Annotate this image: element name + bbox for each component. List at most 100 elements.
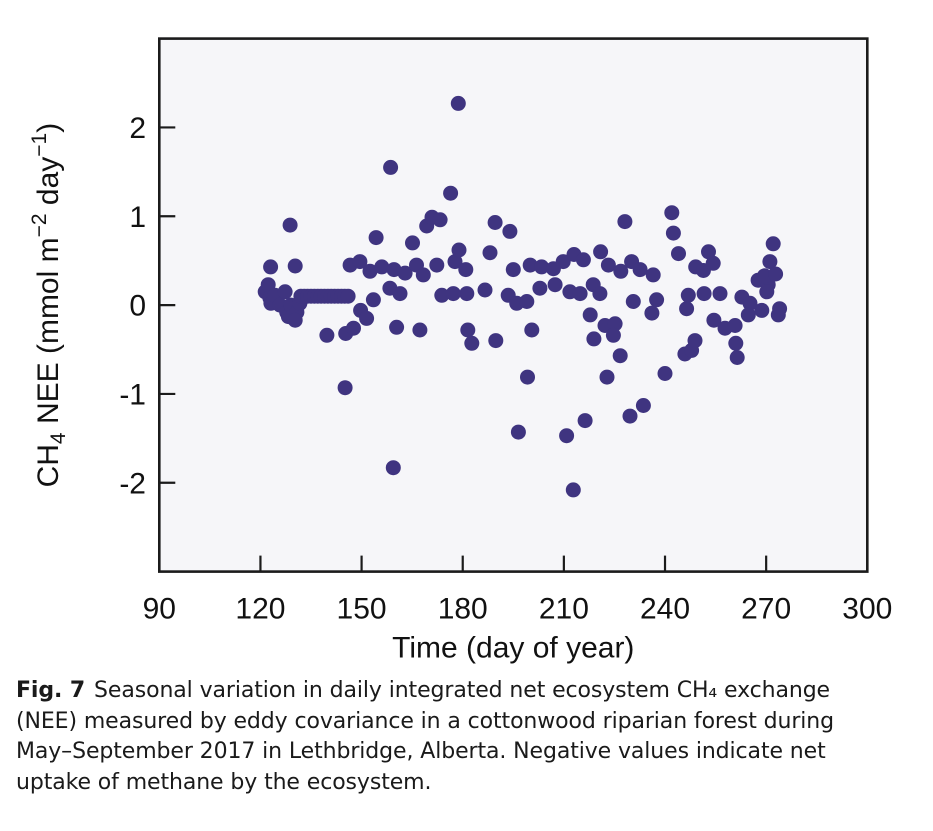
y-axis-title-segment: −2 — [28, 213, 51, 237]
data-point — [502, 223, 518, 239]
data-point — [534, 259, 550, 275]
caption-line: uptake of methane by the ecosystem. — [16, 769, 432, 795]
data-point — [645, 267, 661, 283]
data-point — [346, 320, 361, 336]
y-axis-title-segment: 4 — [47, 432, 70, 444]
data-point — [415, 267, 431, 283]
data-point — [287, 258, 303, 274]
data-point — [728, 335, 744, 351]
data-point — [613, 263, 629, 279]
data-point — [434, 287, 450, 303]
caption-line: (NEE) measured by eddy covariance in a c… — [16, 708, 834, 734]
caption-line: Fig. 7 Seasonal variation in daily integr… — [16, 676, 918, 707]
y-axis-title-segment: NEE (mmol m — [32, 237, 65, 432]
data-point — [287, 312, 303, 328]
data-point — [625, 294, 641, 309]
data-point — [522, 257, 538, 273]
data-point — [392, 286, 408, 302]
y-tick-label: -2 — [119, 467, 146, 500]
data-point — [586, 331, 602, 347]
data-point — [488, 333, 504, 349]
data-point — [374, 259, 390, 275]
x-tick-label: 210 — [539, 593, 589, 626]
data-point — [524, 322, 540, 338]
data-point — [712, 286, 728, 302]
data-point — [577, 413, 593, 429]
data-point — [445, 286, 461, 302]
data-point — [768, 266, 784, 282]
y-axis-title-segment: day — [32, 157, 65, 214]
x-tick-label: 180 — [438, 593, 488, 626]
data-point — [742, 295, 758, 311]
data-point — [362, 263, 378, 279]
data-point — [559, 428, 575, 444]
data-point — [644, 305, 660, 321]
data-point — [451, 242, 467, 258]
data-point — [671, 246, 686, 262]
data-point — [443, 185, 459, 201]
data-point — [459, 286, 475, 302]
data-point — [450, 95, 466, 111]
data-point — [592, 286, 608, 302]
data-point — [365, 292, 381, 308]
data-point — [687, 333, 703, 349]
data-point — [565, 482, 581, 498]
x-tick-label: 270 — [741, 593, 791, 626]
caption-text: Seasonal variation in daily integrated n… — [94, 678, 830, 703]
data-point — [696, 286, 712, 302]
data-point — [593, 244, 609, 260]
data-point — [519, 294, 535, 309]
x-tick-label: 240 — [640, 593, 690, 626]
data-point — [368, 230, 384, 246]
data-point — [665, 225, 681, 241]
data-point — [352, 254, 368, 270]
data-point — [397, 265, 413, 281]
data-point — [340, 288, 356, 304]
data-point — [432, 212, 448, 228]
figure-label: Fig. 7 — [16, 678, 86, 703]
x-axis-title: Time (day of year) — [392, 632, 634, 665]
data-point — [612, 348, 628, 364]
x-tick-label: 120 — [235, 593, 285, 626]
data-point — [599, 369, 615, 385]
data-point — [701, 244, 716, 260]
x-tick-label: 90 — [143, 593, 176, 626]
data-point — [482, 245, 498, 261]
data-point — [385, 460, 401, 476]
data-point — [607, 316, 623, 332]
data-point — [680, 287, 696, 303]
data-point — [600, 257, 616, 273]
data-point — [765, 236, 781, 252]
data-point — [762, 254, 778, 270]
data-point — [622, 408, 638, 424]
data-point — [572, 286, 588, 302]
data-point — [505, 262, 521, 278]
data-point — [477, 282, 493, 298]
data-point — [649, 292, 665, 308]
data-point — [282, 217, 298, 233]
y-axis-title-segment: ) — [32, 123, 65, 133]
y-axis-title-segment: −1 — [28, 133, 51, 157]
data-point — [772, 301, 788, 317]
data-point — [447, 254, 463, 270]
x-tick-label: 300 — [842, 593, 892, 626]
caption-line: May–September 2017 in Lethbridge, Albert… — [16, 739, 826, 765]
data-point — [605, 327, 621, 343]
data-point — [635, 398, 651, 413]
data-point — [464, 335, 480, 351]
data-point — [740, 307, 756, 323]
data-point — [664, 205, 680, 221]
data-points — [257, 95, 788, 498]
data-point — [277, 284, 293, 300]
data-point — [487, 215, 503, 230]
data-point — [657, 366, 673, 381]
x-tick-label: 150 — [337, 593, 387, 626]
y-axis: 2 1 0 -1 -2 — [119, 112, 176, 500]
data-point — [389, 319, 405, 335]
y-tick-label: 2 — [129, 112, 146, 145]
y-tick-label: -1 — [119, 378, 146, 411]
data-point — [757, 268, 772, 284]
data-point — [532, 280, 548, 296]
plot-border — [158, 37, 869, 573]
